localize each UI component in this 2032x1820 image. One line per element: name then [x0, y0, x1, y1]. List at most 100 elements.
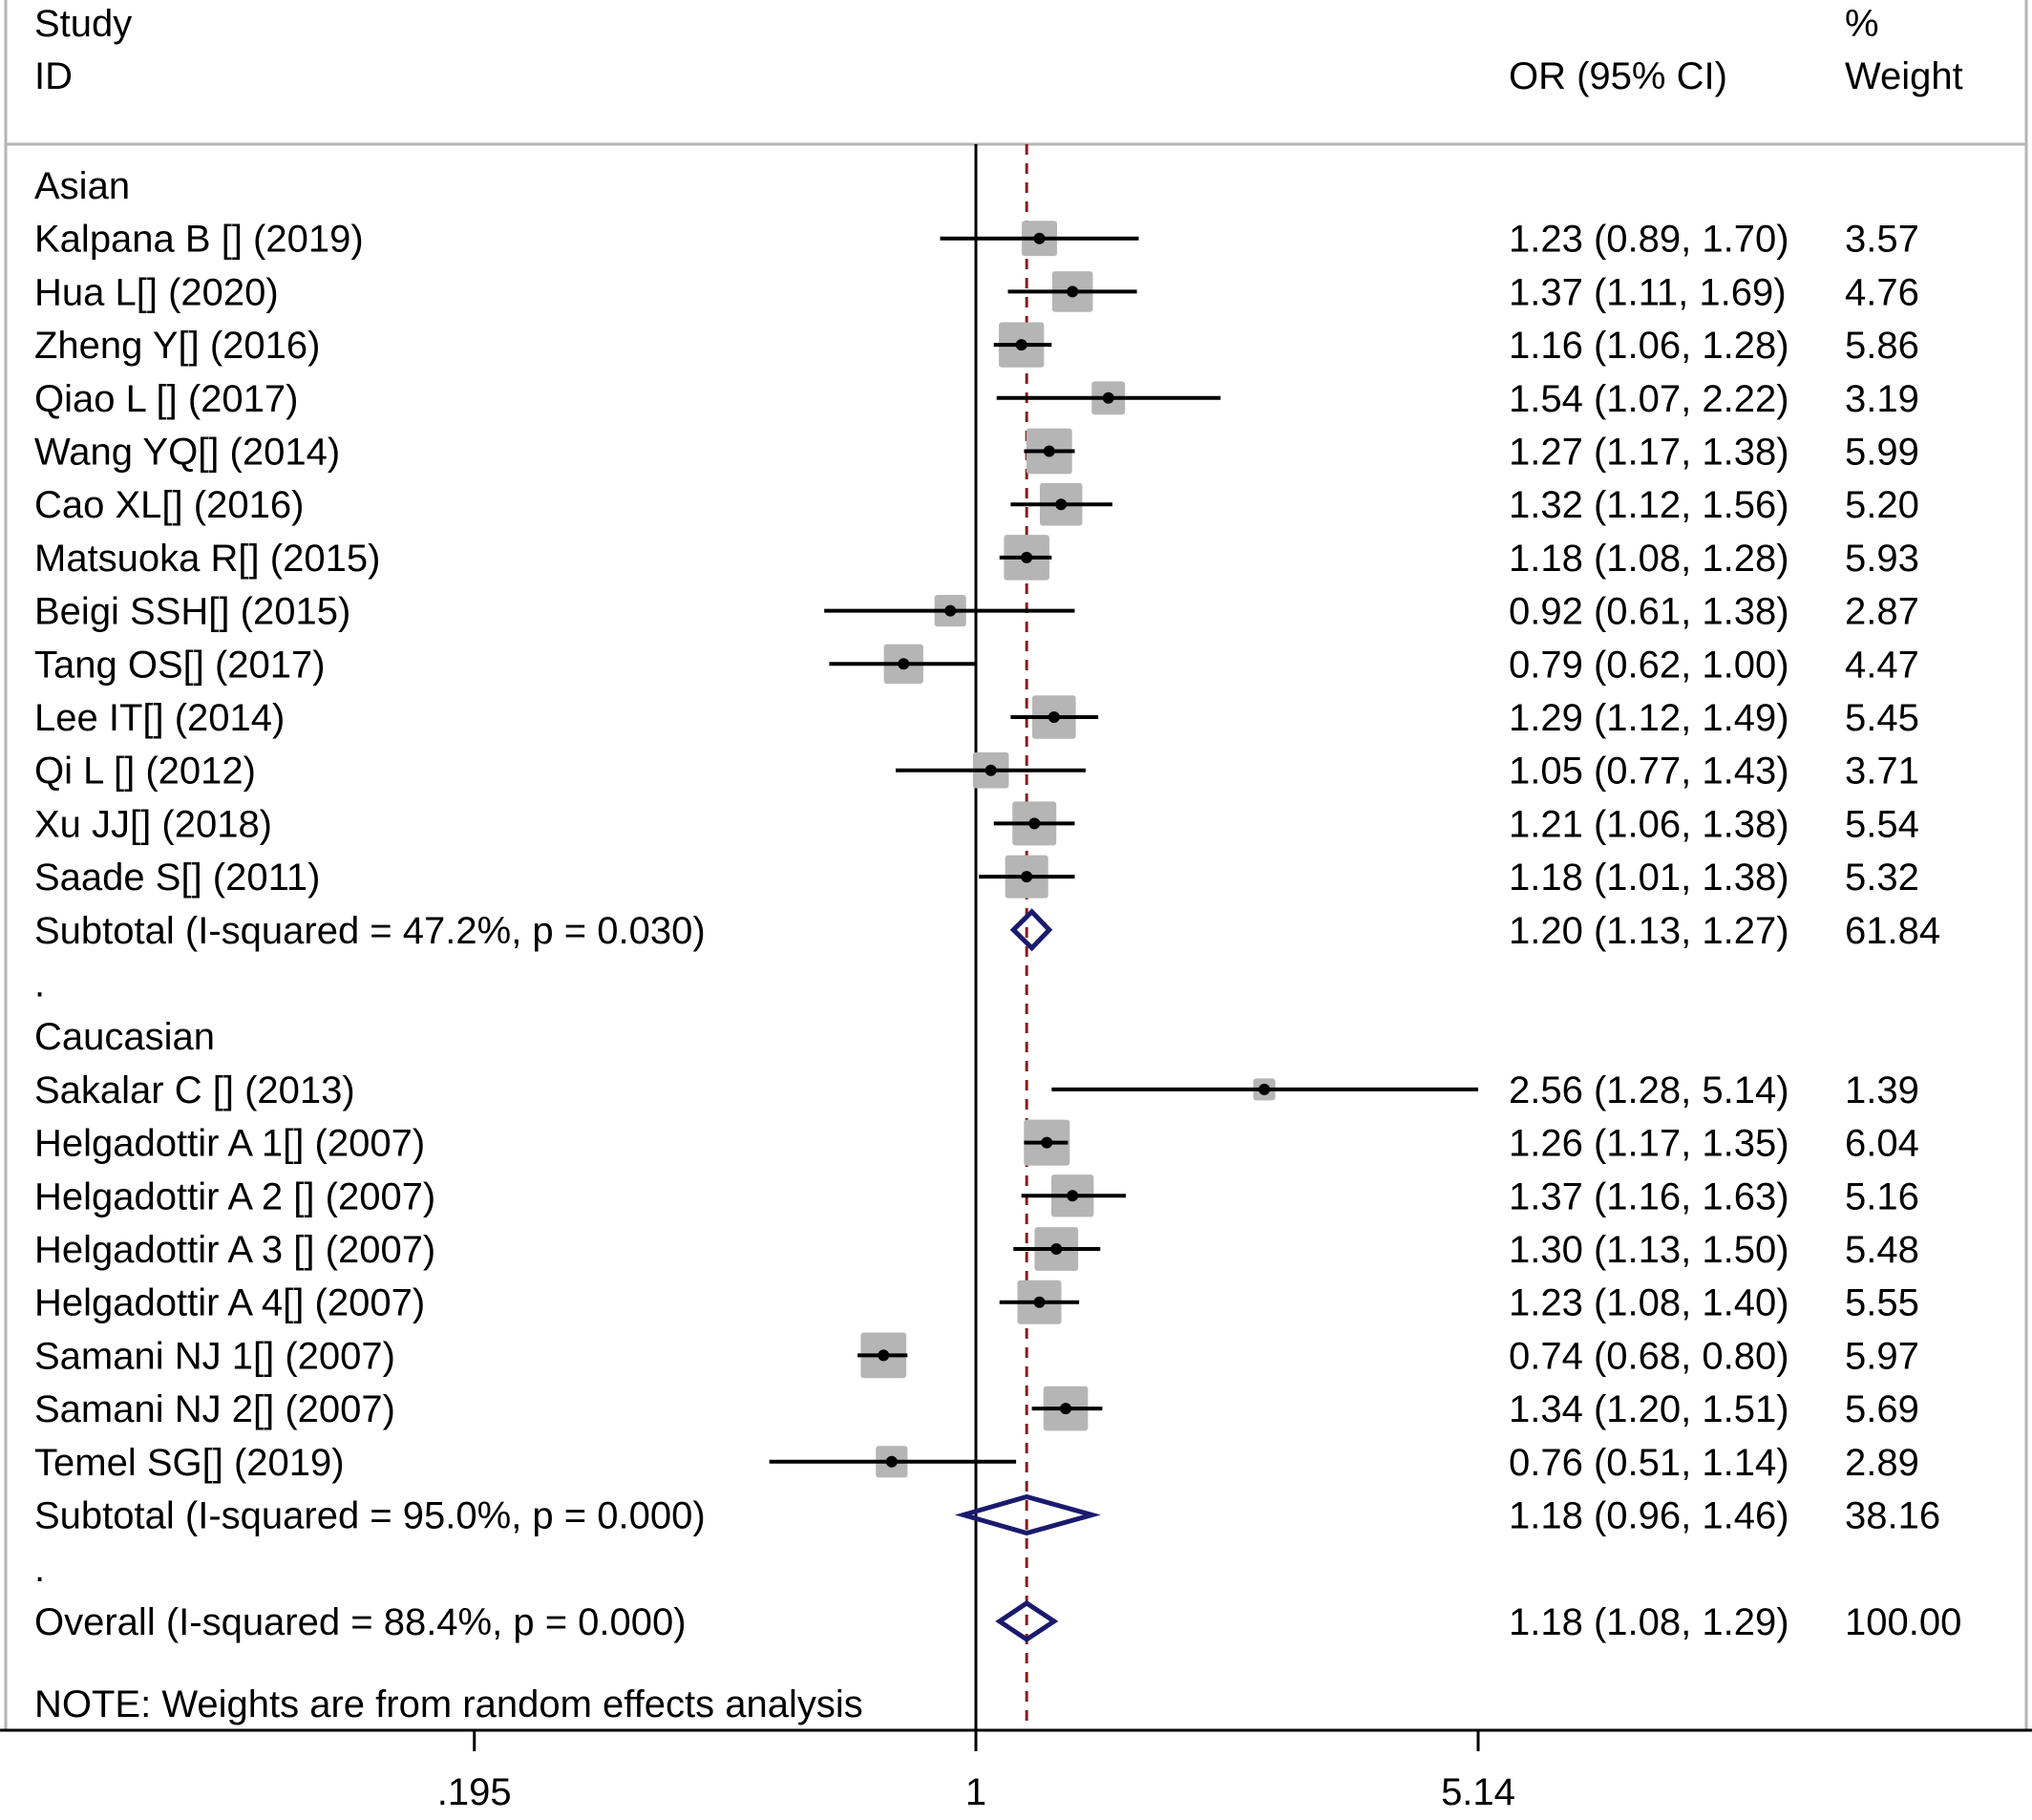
or-ci-value: 0.92 (0.61, 1.38)	[1509, 591, 1789, 633]
study-label: Lee IT[] (2014)	[34, 697, 285, 739]
x-tick-label: .195	[437, 1771, 512, 1813]
weight-value: 5.69	[1845, 1388, 1919, 1430]
study-label: Temel SG[] (2019)	[34, 1442, 345, 1484]
weight-value: 2.89	[1845, 1442, 1919, 1484]
or-ci-value: 0.76 (0.51, 1.14)	[1509, 1442, 1789, 1484]
or-ci-value: 1.37 (1.16, 1.63)	[1509, 1175, 1789, 1217]
point-estimate	[1055, 498, 1068, 511]
study-label: Xu JJ[] (2018)	[34, 803, 272, 845]
subtotal-diamond	[1009, 908, 1053, 952]
header-id: ID	[34, 55, 73, 97]
x-tick-label: 5.14	[1441, 1771, 1515, 1813]
weight-value: 5.45	[1845, 697, 1919, 739]
rows-layer: Asian Kalpana B [] (2019) 1.23 (0.89, 1.70…	[34, 144, 1961, 1730]
weight-value: 4.47	[1845, 644, 1919, 686]
or-ci-value: 1.26 (1.17, 1.35)	[1509, 1123, 1789, 1165]
or-ci-value: 1.18 (1.01, 1.38)	[1509, 857, 1789, 899]
weight-value: 5.55	[1845, 1282, 1919, 1324]
point-estimate	[1102, 392, 1114, 404]
header-or-ci: OR (95% CI)	[1509, 55, 1727, 97]
overall-diamond	[995, 1599, 1059, 1642]
or-ci-value: 1.18 (1.08, 1.28)	[1509, 538, 1789, 580]
or-ci-value: 1.29 (1.12, 1.49)	[1509, 697, 1789, 739]
weight-value: 1.39	[1845, 1069, 1919, 1111]
study-label: Saade S[] (2011)	[34, 857, 320, 899]
weight-value: 5.86	[1845, 325, 1919, 367]
or-ci-value: 1.18 (1.08, 1.29)	[1509, 1601, 1789, 1643]
point-estimate	[1021, 871, 1033, 883]
or-ci-value: 1.18 (0.96, 1.46)	[1509, 1495, 1789, 1537]
point-estimate	[1015, 339, 1027, 351]
spacer-dot: .	[34, 963, 45, 1005]
or-ci-value: 1.23 (1.08, 1.40)	[1509, 1282, 1789, 1324]
study-label: Tang OS[] (2017)	[34, 644, 326, 686]
point-estimate	[1067, 1190, 1079, 1202]
note-text: NOTE: Weights are from random effects an…	[34, 1683, 863, 1725]
study-label: Cao XL[] (2016)	[34, 484, 304, 526]
subtotal-label: Subtotal (I-squared = 95.0%, p = 0.000)	[34, 1495, 706, 1537]
or-ci-value: 0.79 (0.62, 1.00)	[1509, 644, 1789, 686]
or-ci-value: 2.56 (1.28, 5.14)	[1509, 1069, 1789, 1111]
point-estimate	[1060, 1403, 1072, 1415]
weight-value: 5.93	[1845, 538, 1919, 580]
study-label: Helgadottir A 1[] (2007)	[34, 1123, 425, 1165]
or-ci-value: 1.30 (1.13, 1.50)	[1509, 1229, 1789, 1271]
or-ci-value: 1.34 (1.20, 1.51)	[1509, 1388, 1789, 1430]
study-label: Matsuoka R[] (2015)	[34, 538, 380, 580]
study-label: Helgadottir A 4[] (2007)	[34, 1282, 425, 1324]
point-estimate	[885, 1455, 898, 1468]
point-estimate	[1041, 1136, 1053, 1149]
point-estimate	[1033, 1296, 1046, 1308]
point-estimate	[878, 1349, 890, 1362]
study-label: Sakalar C [] (2013)	[34, 1069, 355, 1111]
point-estimate	[898, 658, 910, 670]
x-axis: .195 1 5.14	[437, 1730, 1515, 1813]
or-ci-value: 0.74 (0.68, 0.80)	[1509, 1335, 1789, 1377]
study-label: Helgadottir A 2 [] (2007)	[34, 1175, 435, 1217]
overall-label: Overall (I-squared = 88.4%, p = 0.000)	[34, 1601, 687, 1643]
weight-value: 3.57	[1845, 219, 1919, 261]
point-estimate	[1067, 286, 1079, 298]
point-estimate	[1048, 711, 1060, 723]
or-ci-value: 1.32 (1.12, 1.56)	[1509, 484, 1789, 526]
weight-value: 5.32	[1845, 857, 1919, 899]
weight-value: 5.20	[1845, 484, 1919, 526]
or-ci-value: 1.05 (0.77, 1.43)	[1509, 751, 1789, 793]
point-estimate	[1028, 817, 1041, 830]
study-label: Qiao L [] (2017)	[34, 378, 298, 420]
weight-value: 3.71	[1845, 751, 1919, 793]
weight-value: 38.16	[1845, 1495, 1940, 1537]
header-percent: %	[1845, 3, 1879, 45]
study-label: Qi L [] (2012)	[34, 751, 256, 793]
weight-value: 3.19	[1845, 378, 1919, 420]
weight-value: 4.76	[1845, 271, 1919, 313]
or-ci-value: 1.27 (1.17, 1.38)	[1509, 432, 1789, 474]
study-label: Kalpana B [] (2019)	[34, 219, 364, 261]
weight-value: 5.97	[1845, 1335, 1919, 1377]
x-tick-label: 1	[965, 1771, 986, 1813]
weight-value: 5.48	[1845, 1229, 1919, 1271]
study-label: Samani NJ 1[] (2007)	[34, 1335, 395, 1377]
weight-value: 6.04	[1845, 1123, 1919, 1165]
point-estimate	[1033, 232, 1046, 244]
weight-value: 61.84	[1845, 910, 1940, 952]
point-estimate	[1259, 1083, 1271, 1095]
group-label: Asian	[34, 165, 130, 207]
or-ci-value: 1.21 (1.06, 1.38)	[1509, 803, 1789, 845]
subtotal-label: Subtotal (I-squared = 47.2%, p = 0.030)	[34, 910, 706, 952]
study-label: Samani NJ 2[] (2007)	[34, 1388, 395, 1430]
or-ci-value: 1.20 (1.13, 1.27)	[1509, 910, 1789, 952]
study-label: Wang YQ[] (2014)	[34, 432, 340, 474]
point-estimate	[984, 764, 997, 776]
weight-value: 5.99	[1845, 432, 1919, 474]
or-ci-value: 1.37 (1.11, 1.69)	[1509, 271, 1787, 313]
point-estimate	[1050, 1243, 1063, 1255]
or-ci-value: 1.16 (1.06, 1.28)	[1509, 325, 1789, 367]
study-label: Beigi SSH[] (2015)	[34, 591, 350, 633]
weight-value: 2.87	[1845, 591, 1919, 633]
study-label: Zheng Y[] (2016)	[34, 325, 320, 367]
group-label: Caucasian	[34, 1016, 215, 1058]
weight-value: 100.00	[1845, 1601, 1961, 1643]
